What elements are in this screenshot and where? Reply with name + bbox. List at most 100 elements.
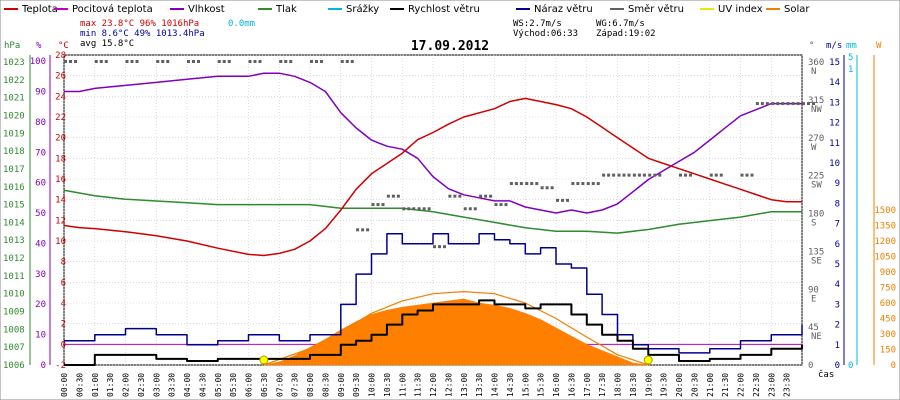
wind-direction-dot <box>310 60 313 63</box>
chart-legend: Teplota Pocitová teplota Vlhkost Tlak Srážky… <box>4 3 810 15</box>
wind-direction-dot <box>791 102 795 106</box>
wind-direction-dot <box>427 207 431 211</box>
wind-direction-dot <box>684 173 687 177</box>
wind-direction-dot <box>443 245 446 249</box>
x-tick: 13:30 <box>475 373 484 397</box>
chart-title: 17.09.2012 <box>411 39 489 54</box>
wind-direction-dot <box>642 173 646 177</box>
x-tick: 06:30 <box>260 373 269 397</box>
wind-direction-dot <box>453 194 457 198</box>
wind-direction-dot <box>765 102 769 106</box>
dir-compass-label: S <box>811 219 816 229</box>
ms-tick: 10 <box>829 159 840 169</box>
x-tick: 12:30 <box>444 373 453 397</box>
x-tick: 08:00 <box>306 373 315 397</box>
hpa-tick: 1022 <box>3 76 25 86</box>
ms-tick: 7 <box>835 220 840 230</box>
wind-direction-dot <box>479 194 483 198</box>
x-tick: 04:00 <box>183 373 192 397</box>
wind-direction-dot <box>396 194 400 198</box>
wind-direction-dot <box>473 207 477 211</box>
wind-direction-dot <box>371 203 375 207</box>
dir-compass-label: NW <box>811 105 822 115</box>
legend-label-4: Srážky <box>346 3 379 15</box>
x-tick: 19:30 <box>660 373 669 397</box>
ms-tick: 11 <box>829 139 840 149</box>
wind-direction-dot <box>740 173 744 177</box>
temp-tick: 20 <box>55 134 66 144</box>
x-tick: 16:30 <box>567 373 576 397</box>
hpa-tick: 1020 <box>3 111 25 121</box>
mm-tick: 0 <box>848 361 853 371</box>
legend-label-5: Rychlost větru <box>408 3 480 15</box>
wind-direction-dot <box>422 207 426 211</box>
x-tick: 05:00 <box>214 373 223 397</box>
solar-area <box>263 298 649 366</box>
wind-direction-dot <box>596 182 600 186</box>
stat-avg: avg 15.8°C <box>80 39 134 49</box>
wind-direction-dot <box>653 173 657 177</box>
wind-direction-dot <box>381 203 385 207</box>
wind-direction-dot <box>586 182 590 186</box>
wind-direction-dot <box>376 203 380 207</box>
pct-tick: 50 <box>35 209 46 219</box>
temp-tick: 18 <box>55 154 66 164</box>
wind-direction-dot <box>714 173 718 177</box>
ms-tick: 8 <box>835 199 840 209</box>
x-axis-label: čas <box>818 369 834 380</box>
w-tick: 600 <box>880 299 896 309</box>
hpa-tick: 1009 <box>3 308 25 318</box>
hpa-tick: 1014 <box>3 218 25 228</box>
wind-direction-dot <box>719 173 723 177</box>
w-tick: 750 <box>880 284 896 294</box>
x-tick: 12:00 <box>429 373 438 397</box>
wind-direction-dot <box>658 173 662 177</box>
x-tick: 03:30 <box>168 373 177 397</box>
wind-direction-dot <box>648 173 652 177</box>
hpa-tick: 1019 <box>3 129 25 139</box>
ms-axis-label: m/s <box>826 41 842 51</box>
ms-tick: 14 <box>829 78 840 88</box>
dir-tick: 315 <box>808 96 824 106</box>
stat-sunset: Západ:19:02 <box>596 29 656 39</box>
x-tick: 02:30 <box>137 373 146 397</box>
wind-direction-dot <box>566 198 569 202</box>
stat-rain: 0.0mm <box>228 19 255 29</box>
pct-tick: 10 <box>35 331 46 341</box>
temp-tick: 26 <box>55 72 66 82</box>
dir-tick: 0 <box>808 361 813 371</box>
hpa-axis-label: hPa <box>4 41 20 51</box>
x-tick: 20:30 <box>690 373 699 397</box>
wind-direction-dot <box>94 60 98 63</box>
temp-tick: 0 <box>61 340 66 350</box>
wind-direction-dot <box>166 60 170 63</box>
dir-compass-label: E <box>811 294 816 304</box>
wind-direction-dot <box>504 203 508 207</box>
ms-tick: 1 <box>835 341 840 351</box>
stats-panel: max 23.8°C 96% 1016hPa min 8.6°C 49% 101… <box>80 19 656 49</box>
x-tick: 14:30 <box>506 373 515 397</box>
wind-direction-dot <box>192 60 195 63</box>
wind-direction-dot <box>402 207 406 211</box>
wind-direction-dot <box>745 173 749 177</box>
legend-label-0: Teplota <box>21 4 58 15</box>
wind-direction-dot <box>807 102 810 106</box>
wind-direction-dot <box>576 182 580 186</box>
wind-direction-dot <box>540 186 544 190</box>
hpa-tick: 1007 <box>3 343 25 353</box>
humidity-line <box>64 72 802 214</box>
wind-direction-dot <box>525 182 529 186</box>
dir-compass-label: NE <box>811 332 822 342</box>
wind-direction-dot <box>602 173 606 177</box>
mm-axis-label: mm <box>846 41 857 51</box>
ms-tick: 4 <box>835 280 840 290</box>
ms-tick: 13 <box>829 98 840 108</box>
wind-direction-dot <box>509 182 513 186</box>
wind-direction-dot <box>104 60 108 63</box>
wind-direction-dot <box>135 60 139 63</box>
wind-direction-dot <box>217 60 221 63</box>
stat-sunrise: Východ:06:33 <box>513 29 578 39</box>
temp-tick: 16 <box>55 175 66 185</box>
temp-tick: 14 <box>55 196 66 206</box>
wind-direction-dot <box>74 60 77 63</box>
